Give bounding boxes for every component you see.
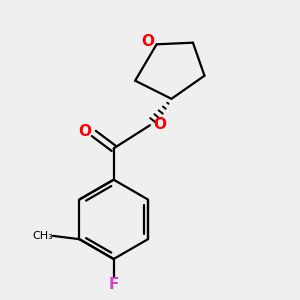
Text: O: O [153,117,167,132]
Text: O: O [141,34,154,49]
Text: O: O [78,124,91,139]
Text: F: F [109,277,119,292]
Text: CH₃: CH₃ [33,231,53,241]
